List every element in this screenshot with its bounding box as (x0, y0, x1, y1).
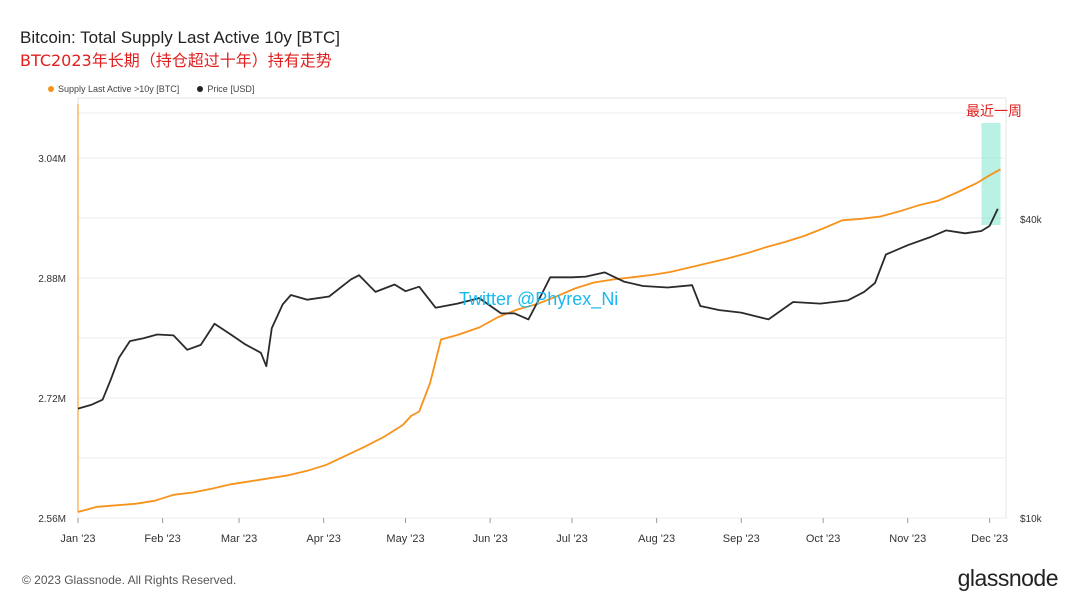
chart-title: Bitcoin: Total Supply Last Active 10y [B… (20, 28, 341, 47)
x-tick-label: Dec '23 (971, 533, 1008, 545)
watermark-text: Twitter @Phyrex_Ni (459, 289, 619, 309)
recent-week-label: 最近一周 (966, 104, 1022, 120)
y-right-tick-label: $40k (1020, 215, 1043, 226)
y-left-tick-label: 3.04M (38, 154, 66, 165)
x-tick-label: Aug '23 (638, 533, 675, 545)
price-series-line (77, 208, 999, 410)
x-tick-label: Mar '23 (221, 533, 257, 545)
y-right-tick-label: $10k (1020, 514, 1043, 525)
glassnode-logo: glassnode (957, 565, 1059, 591)
legend-dot-supply (48, 86, 54, 92)
legend-label-supply: Supply Last Active >10y [BTC] (58, 84, 180, 94)
x-tick-label: Feb '23 (144, 533, 180, 545)
copyright-text: © 2023 Glassnode. All Rights Reserved. (22, 573, 237, 587)
y-left-tick-label: 2.72M (38, 394, 66, 405)
x-tick-label: Jul '23 (556, 533, 587, 545)
supply-series-line (77, 168, 1001, 513)
legend-label-price: Price [USD] (207, 84, 255, 94)
y-left-tick-label: 2.88M (38, 274, 66, 285)
legend-item-supply[interactable]: Supply Last Active >10y [BTC] (48, 84, 179, 94)
legend-item-price[interactable]: Price [USD] (197, 84, 254, 94)
chart-subtitle: BTC2023年长期（持仓超过十年）持有走势 (20, 51, 332, 70)
y-left-tick-label: 2.56M (38, 514, 66, 525)
x-tick-label: May '23 (386, 533, 424, 545)
chart-legend: Supply Last Active >10y [BTC] Price [USD… (48, 84, 254, 94)
x-tick-label: Jan '23 (60, 533, 95, 545)
x-tick-label: Nov '23 (889, 533, 926, 545)
x-tick-label: Oct '23 (806, 533, 841, 545)
x-tick-label: Jun '23 (473, 533, 508, 545)
x-tick-label: Apr '23 (306, 533, 341, 545)
x-tick-label: Sep '23 (723, 533, 760, 545)
legend-dot-price (197, 86, 204, 92)
